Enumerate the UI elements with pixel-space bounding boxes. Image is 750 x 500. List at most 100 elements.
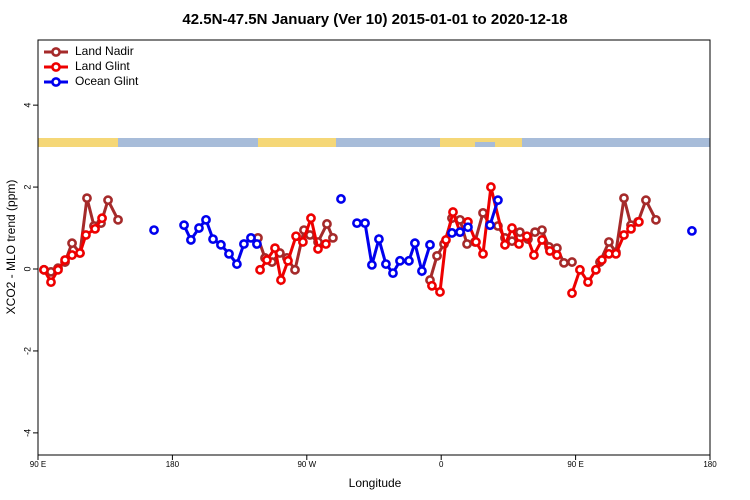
data-point	[336, 194, 346, 204]
data-point	[381, 259, 391, 269]
x-tick-label: 0	[439, 460, 444, 469]
x-tick-label: 180	[703, 460, 717, 469]
data-point	[291, 231, 301, 242]
legend-marker	[51, 47, 61, 57]
data-point	[448, 207, 458, 217]
data-point	[462, 239, 472, 249]
ocean-strip	[475, 142, 495, 147]
data-point	[322, 219, 332, 229]
data-point	[514, 239, 524, 249]
data-point	[306, 213, 316, 224]
data-point	[321, 239, 331, 249]
y-tick-label: 2	[22, 185, 32, 190]
land-strip	[258, 138, 336, 147]
data-point	[404, 255, 414, 266]
data-point	[328, 232, 338, 243]
land-strip	[38, 138, 118, 147]
data-point	[651, 214, 661, 225]
data-point	[619, 230, 629, 240]
plot-frame	[37, 39, 711, 456]
legend-marker	[51, 62, 61, 72]
data-point	[298, 237, 308, 247]
data-point	[179, 220, 189, 231]
chart-title: 42.5N-47.5N January (Ver 10) 2015-01-01 …	[182, 11, 567, 28]
data-point	[82, 193, 92, 204]
data-point	[641, 195, 651, 206]
data-point	[313, 244, 323, 254]
data-point	[619, 193, 629, 204]
data-point	[81, 230, 91, 240]
data-point	[507, 223, 517, 233]
y-tick-label: -2	[22, 347, 32, 355]
data-point	[208, 234, 218, 245]
data-point	[67, 250, 77, 260]
data-point	[276, 275, 286, 285]
data-point	[447, 228, 457, 238]
data-point	[427, 280, 437, 291]
data-point	[103, 195, 113, 206]
data-point	[75, 248, 85, 258]
data-point	[90, 223, 100, 234]
data-point	[529, 250, 539, 260]
data-point	[388, 268, 398, 279]
data-point	[478, 207, 488, 218]
data-point	[194, 223, 204, 233]
data-point	[575, 264, 585, 275]
legend-label: Ocean Glint	[75, 74, 139, 88]
data-point	[604, 237, 614, 247]
y-axis-label: XCO2 - MLO trend (ppm)	[4, 180, 18, 315]
data-point	[485, 220, 495, 231]
data-point	[360, 218, 370, 229]
data-point	[417, 266, 427, 276]
data-point	[283, 255, 293, 266]
data-point	[425, 239, 435, 250]
x-axis-label: Longitude	[349, 476, 402, 490]
legend-label: Land Nadir	[75, 44, 134, 58]
data-point	[395, 255, 405, 266]
legend-label: Land Glint	[75, 59, 130, 73]
data-point	[270, 243, 280, 254]
data-point	[441, 235, 451, 245]
data-point	[149, 225, 159, 235]
y-tick-label: 0	[22, 267, 32, 272]
data-point	[232, 259, 242, 269]
data-point	[583, 277, 593, 288]
x-tick-label: 90 W	[297, 460, 316, 469]
data-point	[67, 238, 77, 249]
data-point	[262, 255, 272, 265]
data-point	[186, 235, 196, 245]
data-point	[46, 277, 56, 288]
data-point	[435, 287, 445, 297]
data-point	[478, 248, 488, 259]
data-point	[201, 214, 211, 225]
data-point	[611, 248, 621, 259]
ocean-strip	[38, 138, 710, 147]
data-point	[216, 239, 226, 250]
data-point	[537, 235, 547, 245]
data-point	[626, 223, 636, 234]
data-point	[545, 246, 555, 256]
data-point	[687, 226, 697, 236]
data-point	[514, 227, 525, 238]
data-point	[97, 213, 107, 224]
data-point	[374, 234, 384, 245]
data-point	[239, 239, 249, 249]
data-point	[486, 182, 496, 192]
map-strip	[38, 138, 710, 147]
x-tick-label: 90 E	[30, 460, 46, 469]
data-point	[559, 257, 569, 268]
data-point	[552, 250, 562, 260]
data-point	[634, 216, 644, 227]
data-point	[463, 222, 473, 233]
y-tick-label: -4	[22, 429, 32, 437]
data-point	[522, 231, 532, 242]
data-point	[596, 255, 607, 265]
data-point	[60, 255, 70, 265]
data-point	[53, 264, 63, 275]
x-tick-label: 90 E	[567, 460, 583, 469]
data-point	[39, 264, 49, 275]
data-point	[500, 239, 510, 250]
